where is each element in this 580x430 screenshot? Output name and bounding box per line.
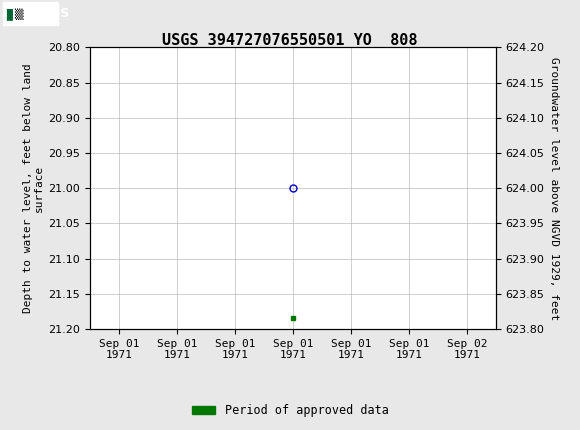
Bar	[3, 2, 58, 25]
Text: USGS 394727076550501 YO  808: USGS 394727076550501 YO 808	[162, 34, 418, 48]
Legend: Period of approved data: Period of approved data	[187, 399, 393, 422]
Y-axis label: Groundwater level above NGVD 1929, feet: Groundwater level above NGVD 1929, feet	[549, 56, 559, 320]
Y-axis label: Depth to water level, feet below land
surface: Depth to water level, feet below land su…	[23, 63, 44, 313]
Text: ▒: ▒	[14, 8, 23, 20]
Text: █: █	[6, 8, 12, 20]
Text: USGS: USGS	[32, 7, 70, 21]
